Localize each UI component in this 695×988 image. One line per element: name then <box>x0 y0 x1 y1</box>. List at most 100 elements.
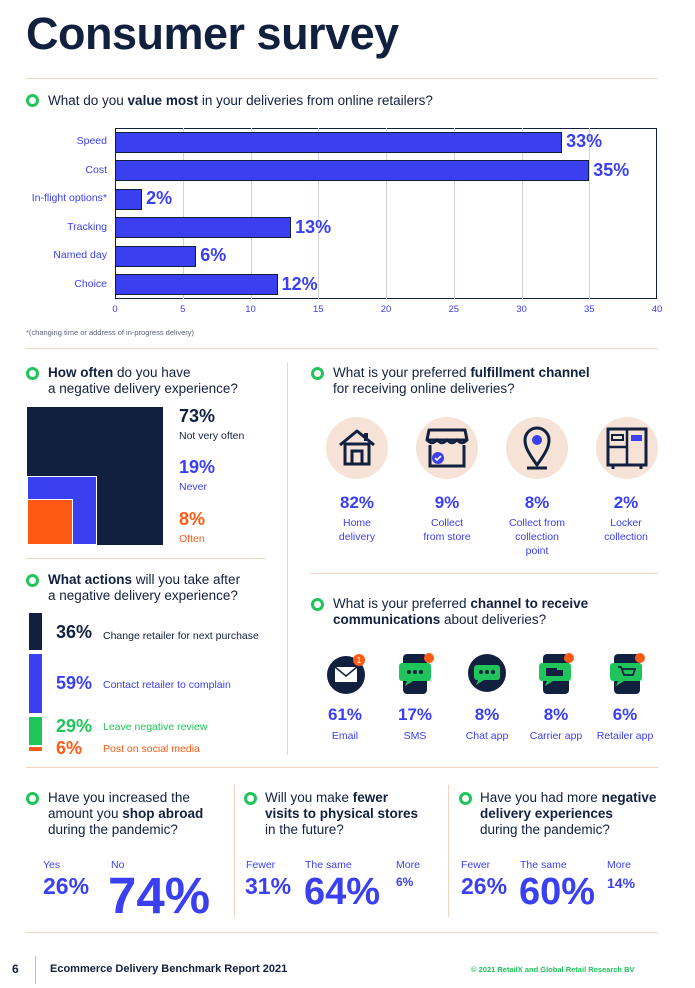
shop-abroad-question: Have you increased the amount you shop ab… <box>48 790 204 837</box>
bar-value-label: 13% <box>295 216 332 237</box>
bar <box>115 274 278 296</box>
question-bullet-icon <box>26 792 39 805</box>
divider <box>310 573 658 574</box>
gridline <box>386 128 387 299</box>
comm-label-carrier: Carrier app <box>529 730 583 742</box>
same-pct: 64% <box>304 871 381 913</box>
x-tick-label: 15 <box>312 304 324 315</box>
comm-label-sms: SMS <box>403 730 427 742</box>
action-label-3: Leave negative review <box>103 721 208 733</box>
fulfillment-question: What is your preferred fulfillment chann… <box>333 365 590 396</box>
fulfillment-label-locker: Locker collection <box>604 517 648 543</box>
actions-question: What actions will you take after a negati… <box>48 572 241 603</box>
communications-question: What is your preferred channel to receiv… <box>333 596 589 627</box>
physical-stores-question: Will you make fewer visits to physical st… <box>265 790 419 837</box>
column-divider <box>448 785 449 917</box>
bar <box>115 160 590 182</box>
category-label: Speed <box>76 135 107 148</box>
locker-icon <box>606 427 648 469</box>
report-title: Ecommerce Delivery Benchmark Report 2021 <box>50 963 288 975</box>
bar <box>115 131 563 153</box>
question-bullet-icon <box>311 367 324 380</box>
fewer-pct: 26% <box>461 873 508 899</box>
bar-value-label: 33% <box>566 131 603 152</box>
fewer-pct: 31% <box>245 873 292 899</box>
x-tick-label: 35 <box>583 304 595 315</box>
action-pct-2: 59% <box>56 673 93 693</box>
fewer-label: Fewer <box>246 859 276 871</box>
how-often-stat-2: 19% Never <box>179 457 216 493</box>
more-label: More <box>396 859 420 871</box>
same-label: The same <box>520 859 567 871</box>
yes-pct: 26% <box>43 873 90 899</box>
value-question: What do you value most in your deliverie… <box>48 93 433 108</box>
bar-value-label: 2% <box>146 188 173 209</box>
x-tick-label: 25 <box>448 304 460 315</box>
negative-pandemic-question: Have you had more negative delivery exper… <box>480 790 657 837</box>
action-pct-4: 6% <box>56 738 83 758</box>
action-bar-complain <box>29 654 42 713</box>
x-tick-label: 30 <box>516 304 527 315</box>
gridline <box>521 128 523 299</box>
fulfillment-label-collection-point: Collect from collection point <box>508 517 565 557</box>
action-label-2: Contact retailer to complain <box>103 679 231 691</box>
x-tick-label: 0 <box>112 304 118 315</box>
question-bullet-icon <box>459 792 472 805</box>
chat-app-icon <box>468 654 506 692</box>
comm-label-email: Email <box>331 730 359 742</box>
fulfillment-label-home: Home delivery <box>338 517 376 543</box>
svg-text:1: 1 <box>357 656 362 665</box>
fulfillment-pct-home: 82% <box>339 493 375 512</box>
store-icon <box>425 428 469 468</box>
how-often-stat-3: 8% Often <box>179 509 206 545</box>
often-square <box>27 499 73 545</box>
divider <box>26 932 658 933</box>
action-bar-social <box>29 747 42 751</box>
divider <box>26 348 658 349</box>
action-label-1: Change retailer for next purchase <box>103 630 259 642</box>
sms-icon <box>399 653 434 694</box>
page-number: 6 <box>12 962 19 976</box>
x-tick-label: 20 <box>380 304 392 315</box>
more-label: More <box>607 859 631 871</box>
comm-pct-email: 61% <box>327 705 363 724</box>
email-icon: 1 <box>327 654 365 694</box>
bar <box>115 188 143 210</box>
gridline <box>318 128 320 299</box>
no-pct: 74% <box>108 867 211 924</box>
bar-value-label: 6% <box>200 245 227 266</box>
comm-label-chat: Chat app <box>465 730 509 742</box>
footer-divider <box>35 956 36 984</box>
column-divider <box>287 362 288 755</box>
how-often-question: How often do you have a negative delivery… <box>48 365 238 396</box>
gridline <box>250 128 252 299</box>
action-bar-change-retailer <box>29 613 42 650</box>
action-bar-review <box>29 717 42 745</box>
action-pct-3: 29% <box>56 716 93 736</box>
no-label: No <box>111 859 125 871</box>
fewer-label: Fewer <box>461 859 491 871</box>
store-icon-circle <box>416 417 478 479</box>
carrier-app-icon <box>539 653 574 694</box>
divider <box>26 767 658 768</box>
question-bullet-icon <box>311 598 324 611</box>
bar <box>115 245 197 267</box>
chart-footnote: *(changing time or address of in-progres… <box>26 328 194 337</box>
category-label: Cost <box>85 163 107 176</box>
same-label: The same <box>305 859 352 871</box>
comm-pct-retailer: 6% <box>612 705 638 724</box>
home-icon-circle <box>326 417 388 479</box>
column-divider <box>234 785 235 917</box>
category-label: Choice <box>74 277 107 290</box>
category-label: In-flight options* <box>31 192 107 205</box>
fulfillment-pct-store: 9% <box>434 493 460 512</box>
divider <box>26 78 658 79</box>
question-bullet-icon <box>26 94 39 107</box>
how-often-stat-1: 73% Not very often <box>179 406 245 442</box>
comm-pct-chat: 8% <box>474 705 500 724</box>
bar-value-label: 35% <box>593 159 630 180</box>
bar <box>115 217 292 239</box>
comm-pct-sms: 17% <box>397 705 433 724</box>
question-bullet-icon <box>26 574 39 587</box>
bar-value-label: 12% <box>281 273 318 294</box>
